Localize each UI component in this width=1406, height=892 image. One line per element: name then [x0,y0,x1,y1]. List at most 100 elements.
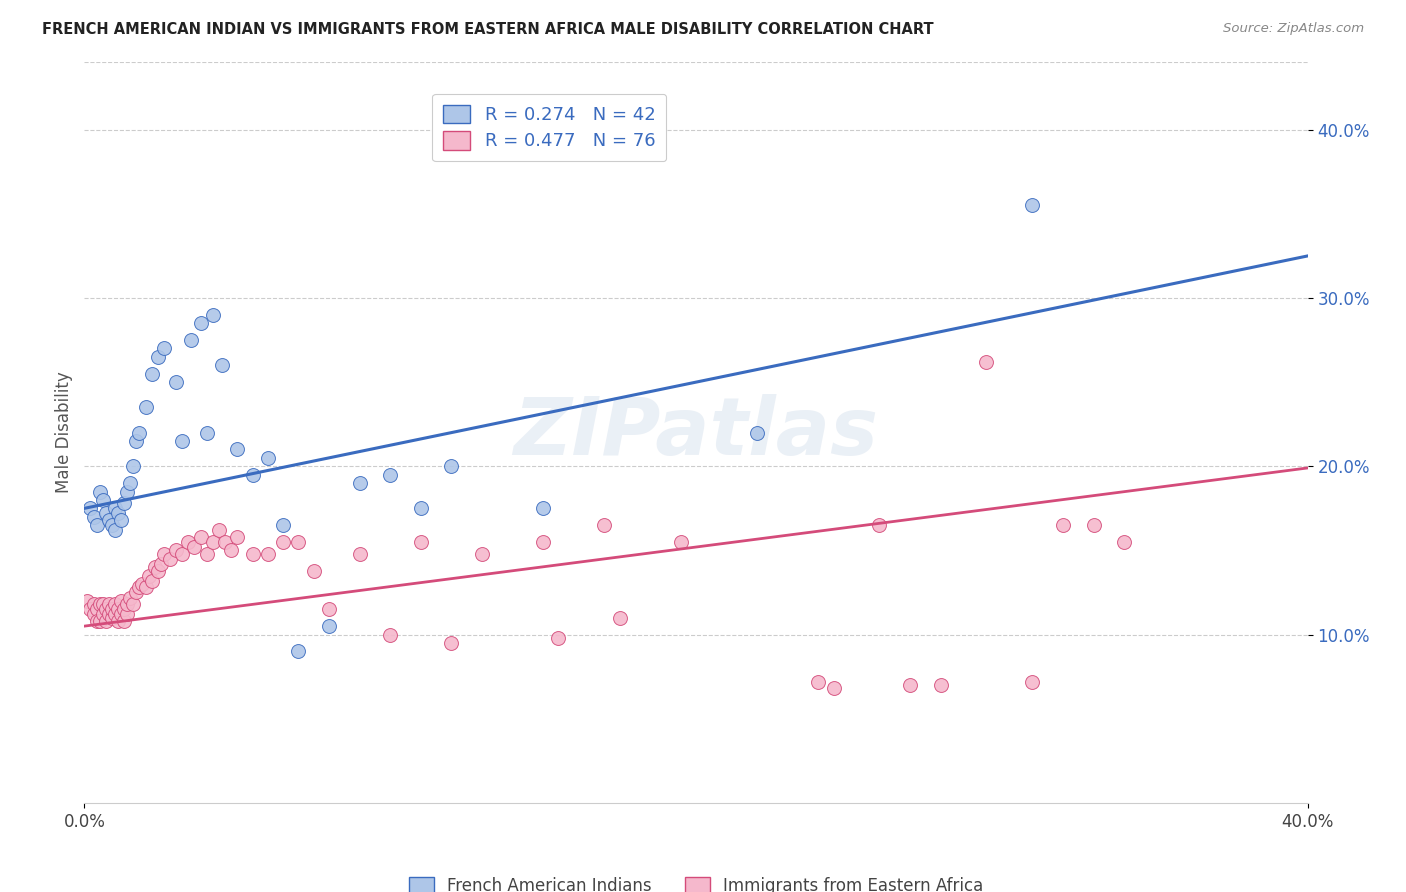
Point [91,597,114,611]
Point [593,518,616,533]
Point [143,560,166,574]
Point [141,574,163,588]
Point [138,568,160,582]
Point [122,459,145,474]
Point [97,513,120,527]
Point [214,535,236,549]
Point [125,585,148,599]
Point [242,467,264,482]
Text: ZIPatlas: ZIPatlas [513,393,879,472]
Point [125,434,148,448]
Point [104,501,127,516]
Point [287,535,309,549]
Point [83,509,105,524]
Point [110,607,132,622]
Y-axis label: Male Disability: Male Disability [55,372,73,493]
Point [1021,198,1043,212]
Point [201,308,224,322]
Point [190,316,212,330]
Point [287,644,309,658]
Text: FRENCH AMERICAN INDIAN VS IMMIGRANTS FROM EASTERN AFRICA MALE DISABILITY CORRELA: FRENCH AMERICAN INDIAN VS IMMIGRANTS FRO… [42,22,934,37]
Point [226,442,249,457]
Point [318,619,340,633]
Point [91,492,114,507]
Point [1114,535,1136,549]
Point [122,597,145,611]
Point [115,484,138,499]
Point [128,425,150,440]
Point [976,355,998,369]
Point [131,577,153,591]
Point [79,501,101,516]
Point [86,614,108,628]
Point [219,543,242,558]
Point [97,607,120,622]
Point [242,547,264,561]
Point [104,523,127,537]
Point [302,564,325,578]
Point [807,674,830,689]
Point [172,434,194,448]
Point [747,425,769,440]
Point [128,581,150,595]
Point [110,594,132,608]
Point [86,602,108,616]
Point [177,535,200,549]
Point [180,333,202,347]
Point [115,597,138,611]
Point [153,342,176,356]
Point [471,547,494,561]
Point [201,535,224,549]
Legend: French American Indians, Immigrants from Eastern Africa: French American Indians, Immigrants from… [402,871,990,892]
Point [153,547,176,561]
Point [380,627,402,641]
Point [271,535,294,549]
Point [547,631,569,645]
Point [112,614,135,628]
Point [531,535,554,549]
Point [172,547,194,561]
Text: Source: ZipAtlas.com: Source: ZipAtlas.com [1223,22,1364,36]
Point [257,450,280,465]
Point [112,602,135,616]
Point [101,602,124,616]
Point [609,610,631,624]
Point [318,602,340,616]
Point [110,513,132,527]
Point [94,602,117,616]
Point [440,459,463,474]
Point [146,350,169,364]
Point [107,614,129,628]
Point [165,375,187,389]
Point [349,476,371,491]
Point [104,607,127,622]
Point [159,551,181,566]
Point [823,681,845,696]
Point [380,467,402,482]
Point [135,581,157,595]
Point [94,507,117,521]
Point [120,476,142,491]
Point [1052,518,1074,533]
Point [146,564,169,578]
Point [89,484,111,499]
Point [929,678,952,692]
Point [409,501,432,516]
Point [107,507,129,521]
Point [190,530,212,544]
Point [94,614,117,628]
Point [669,535,692,549]
Point [104,597,127,611]
Point [83,597,105,611]
Point [195,425,218,440]
Point [120,591,142,605]
Point [107,602,129,616]
Point [440,636,463,650]
Point [271,518,294,533]
Point [97,597,120,611]
Point [208,523,231,537]
Point [76,594,98,608]
Point [86,518,108,533]
Point [101,518,124,533]
Point [226,530,249,544]
